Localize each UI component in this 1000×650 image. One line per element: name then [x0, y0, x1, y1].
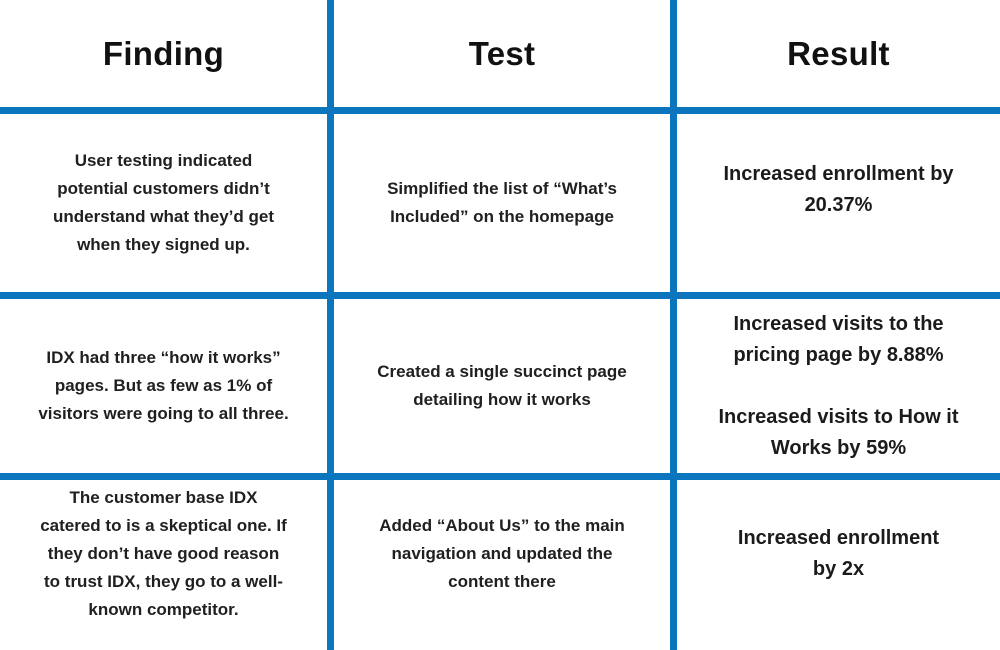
cell-row2-result: Increased visits to the pricing page by … — [677, 299, 1000, 473]
cell-row3-test: Added “About Us” to the main navigation … — [334, 480, 670, 650]
cell-row1-result: Increased enrollment by 20.37% — [677, 114, 1000, 292]
header-cell-finding: Finding — [0, 0, 327, 107]
column-title-finding: Finding — [102, 34, 225, 72]
cell-row1-test: Simplified the list of “What’s Included”… — [334, 114, 670, 292]
cell-row2-test: Created a single succinct page detailing… — [334, 299, 670, 473]
test-text: Simplified the list of “What’s Included”… — [387, 179, 617, 226]
result-text: Increased enrollment by 20.37% — [723, 163, 954, 216]
result-text: Increased enrollment by 2x — [737, 527, 940, 580]
cell-row3-finding: The customer base IDX catered to is a sk… — [0, 480, 327, 650]
column-title-test: Test — [468, 34, 536, 72]
header-cell-result: Result — [677, 0, 1000, 107]
header-cell-test: Test — [334, 0, 670, 107]
result-text: Increased visits to How it Works by 59% — [718, 405, 959, 459]
cell-row2-finding: IDX had three “how it works” pages. But … — [0, 299, 327, 473]
column-title-result: Result — [787, 34, 890, 72]
test-text: Created a single succinct page detailing… — [377, 362, 627, 409]
finding-text: IDX had three “how it works” pages. But … — [38, 348, 289, 423]
result-text: Increased visits to the pricing page by … — [733, 312, 944, 366]
cell-row1-finding: User testing indicated potential custome… — [0, 114, 327, 292]
test-text: Added “About Us” to the main navigation … — [379, 516, 625, 591]
finding-text: The customer base IDX catered to is a sk… — [40, 488, 287, 619]
cell-row3-result: Increased enrollment by 2x — [677, 480, 1000, 650]
finding-text: User testing indicated potential custome… — [52, 151, 275, 254]
